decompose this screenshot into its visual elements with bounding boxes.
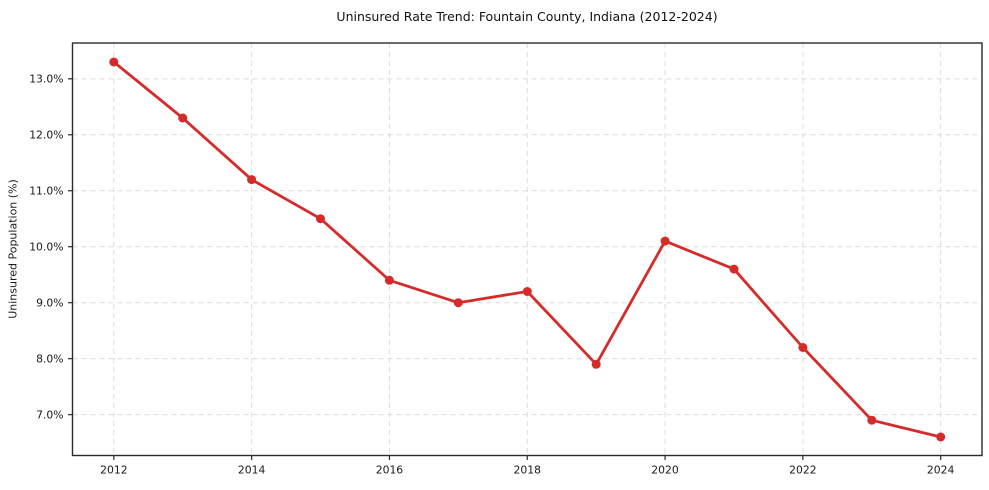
data-point: [522, 287, 532, 296]
chart-title: Uninsured Rate Trend: Fountain County, I…: [336, 9, 718, 24]
y-tick-label: 8.0%: [36, 352, 63, 365]
y-tick-label: 12.0%: [29, 129, 63, 142]
x-tick-label: 2018: [514, 464, 542, 477]
data-point: [591, 359, 601, 369]
data-point: [729, 264, 739, 274]
y-tick-label: 7.0%: [36, 408, 63, 421]
data-point: [798, 343, 808, 352]
data-point: [109, 57, 119, 67]
x-tick-label: 2014: [238, 464, 266, 477]
data-point: [178, 113, 188, 123]
y-tick-label: 13.0%: [29, 73, 63, 86]
data-point: [936, 432, 946, 442]
x-tick-label: 2020: [651, 464, 679, 477]
x-tick-label: 2024: [927, 464, 955, 477]
data-point: [660, 236, 670, 246]
y-tick-label: 10.0%: [29, 241, 63, 254]
data-point: [867, 415, 877, 425]
x-tick-label: 2012: [100, 464, 127, 477]
data-point: [453, 298, 463, 308]
y-tick-label: 9.0%: [36, 297, 63, 310]
data-point: [247, 175, 257, 185]
x-tick-label: 2022: [789, 464, 816, 477]
x-tick-label: 2016: [376, 464, 404, 477]
y-tick-label: 11.0%: [29, 185, 63, 198]
data-point: [384, 275, 394, 285]
data-point: [316, 214, 325, 224]
